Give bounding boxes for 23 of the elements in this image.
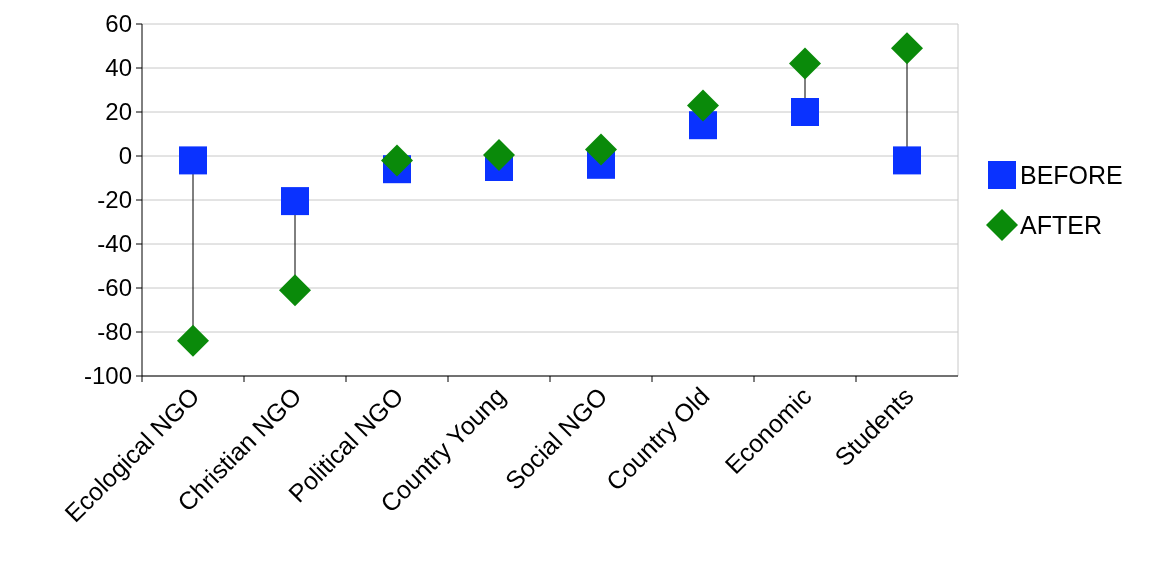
point: [891, 32, 923, 65]
point: [585, 133, 617, 166]
y-tick-label: -40: [97, 230, 132, 258]
y-tick-label: 60: [105, 10, 132, 38]
y-tick-label: -80: [97, 318, 132, 346]
y-tick-label: -60: [97, 274, 132, 302]
y-tick-label: -20: [97, 186, 132, 214]
point: [483, 138, 515, 171]
point: [279, 274, 311, 307]
y-tick-label: -100: [83, 362, 132, 390]
point: [893, 146, 921, 175]
y-tick-label: 0: [118, 142, 132, 170]
point: [177, 324, 209, 357]
point: [381, 144, 413, 177]
point: [179, 146, 207, 175]
y-tick-label: 40: [105, 54, 132, 82]
point: [687, 89, 719, 122]
point: [281, 187, 309, 216]
y-tick-label: 20: [105, 98, 132, 126]
point: [789, 47, 821, 80]
point: [791, 98, 819, 126]
legend-label: AFTER: [1020, 210, 1102, 239]
legend-label: BEFORE: [1020, 160, 1123, 189]
